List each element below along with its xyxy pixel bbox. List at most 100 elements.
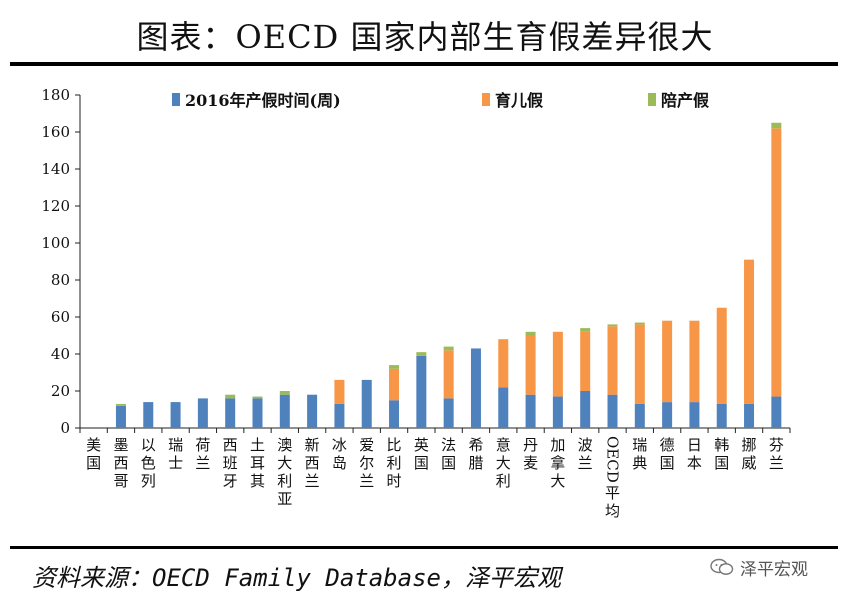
bar-maternity: [389, 400, 400, 428]
bar-paternity: [607, 324, 618, 327]
x-category-label: 澳大利亚: [277, 436, 292, 508]
bar-paternity: [416, 352, 427, 356]
bar-maternity: [307, 394, 318, 428]
bar-maternity: [607, 394, 618, 428]
y-tick-label: 100: [41, 234, 70, 252]
x-category-label: 冰岛: [332, 436, 347, 472]
bar-parental: [634, 324, 645, 404]
bar-parental: [580, 331, 591, 391]
x-category-label: 比利时: [387, 436, 402, 490]
page-title: 图表：OECD 国家内部生育假差异很大: [136, 18, 714, 56]
bar-parental: [716, 307, 727, 404]
bar-maternity: [716, 403, 727, 428]
bar-maternity: [662, 402, 673, 428]
bar-parental: [662, 320, 673, 403]
bar-parental: [689, 320, 700, 403]
bar-maternity: [525, 394, 536, 428]
x-category-label: 瑞士: [168, 436, 183, 472]
bar-maternity: [252, 398, 263, 428]
bar-paternity: [525, 331, 536, 336]
x-category-label: 西班牙: [223, 436, 238, 490]
bar-maternity: [634, 403, 645, 428]
x-category-label: 日本: [687, 436, 702, 472]
x-category-label-part: OECD: [604, 436, 622, 483]
x-category-label: 平均: [605, 484, 620, 520]
x-category-label: 土耳其: [250, 436, 265, 490]
bar-parental: [443, 350, 454, 399]
x-category-label: 芬兰: [769, 436, 784, 472]
source-note: 资料来源：OECD Family Database，泽平宏观: [32, 564, 561, 592]
legend: 2016年产假时间(周) 育儿假 陪产假: [172, 91, 710, 110]
legend-swatch: [482, 93, 490, 106]
x-category-label: 希腊: [468, 436, 483, 472]
bar-parental: [771, 128, 782, 397]
bar-maternity: [498, 387, 509, 428]
bottom-rule: [10, 546, 838, 549]
chart: 0 20 40 60 80 100 120 140 160 180 美国墨西哥以色列瑞士荷兰西班牙土…: [41, 86, 791, 520]
bar-maternity: [361, 379, 372, 428]
y-tick-label: 60: [51, 308, 70, 326]
bar-parental: [607, 326, 618, 395]
y-tick-label: 140: [41, 160, 70, 178]
bar-parental: [334, 379, 345, 404]
x-category-label: 美国: [86, 436, 101, 472]
bar-maternity: [197, 398, 208, 428]
bar-parental: [552, 331, 563, 397]
bar-maternity: [552, 396, 563, 428]
bar-maternity: [115, 405, 126, 428]
legend-swatch: [648, 93, 656, 106]
labels: 0 20 40 60 80 100 120 140 160 180 美国墨西哥以色列瑞士荷兰西班牙土…: [41, 86, 783, 520]
y-tick-label: 160: [41, 123, 70, 141]
bar-paternity: [279, 391, 290, 395]
bar-parental: [744, 259, 755, 404]
x-category-label: 以色列: [141, 436, 156, 490]
x-category-label: 加拿大: [550, 436, 565, 490]
x-category-label: 荷兰: [195, 436, 210, 472]
legend-label: 育儿假: [495, 91, 544, 110]
legend-swatch: [172, 93, 180, 106]
bar-paternity: [252, 396, 263, 399]
wechat-icon: [710, 558, 734, 575]
x-category-label: 意大利: [496, 436, 511, 490]
bar-maternity: [416, 355, 427, 428]
bar-maternity: [689, 402, 700, 428]
x-category-label: 丹麦: [523, 436, 538, 472]
x-category-label: 法国: [441, 436, 456, 472]
legend-label: 2016年产假时间(周): [185, 91, 341, 110]
bar-paternity: [443, 346, 454, 351]
y-tick-label: 80: [51, 271, 70, 289]
bar-maternity: [443, 398, 454, 428]
legend-label: 陪产假: [661, 91, 710, 110]
bar-paternity: [771, 122, 782, 129]
bar-maternity: [580, 391, 591, 428]
y-tick-label: 20: [51, 382, 70, 400]
bar-maternity: [744, 403, 755, 428]
bar-paternity: [580, 328, 591, 332]
bar-paternity: [115, 403, 126, 406]
bar-parental: [389, 368, 400, 401]
bar-parental: [525, 335, 536, 395]
bar-maternity: [771, 396, 782, 428]
bar-paternity: [389, 365, 400, 369]
bar-maternity: [279, 394, 290, 428]
axes: [75, 94, 791, 433]
bar-maternity: [225, 398, 236, 428]
x-category-label: 瑞典: [632, 436, 647, 472]
x-category-label: 韩国: [714, 436, 729, 472]
brand-text: 泽平宏观: [740, 559, 808, 580]
bar-maternity: [143, 402, 154, 428]
bar-maternity: [470, 348, 481, 428]
bar-parental: [498, 339, 509, 388]
x-category-label: 英国: [414, 436, 429, 472]
y-tick-label: 180: [41, 86, 70, 104]
x-category-label: 墨西哥: [113, 436, 128, 490]
y-tick-label: 40: [51, 345, 70, 363]
x-category-label: 新西兰: [305, 436, 320, 490]
bar-maternity: [334, 403, 345, 428]
y-tick-label: 0: [60, 419, 70, 437]
y-tick-label: 120: [41, 197, 70, 215]
x-category-label: 德国: [660, 436, 675, 472]
x-category-label: 挪威: [742, 436, 757, 472]
x-category-label: 波兰: [578, 436, 593, 472]
bar-paternity: [634, 322, 645, 325]
